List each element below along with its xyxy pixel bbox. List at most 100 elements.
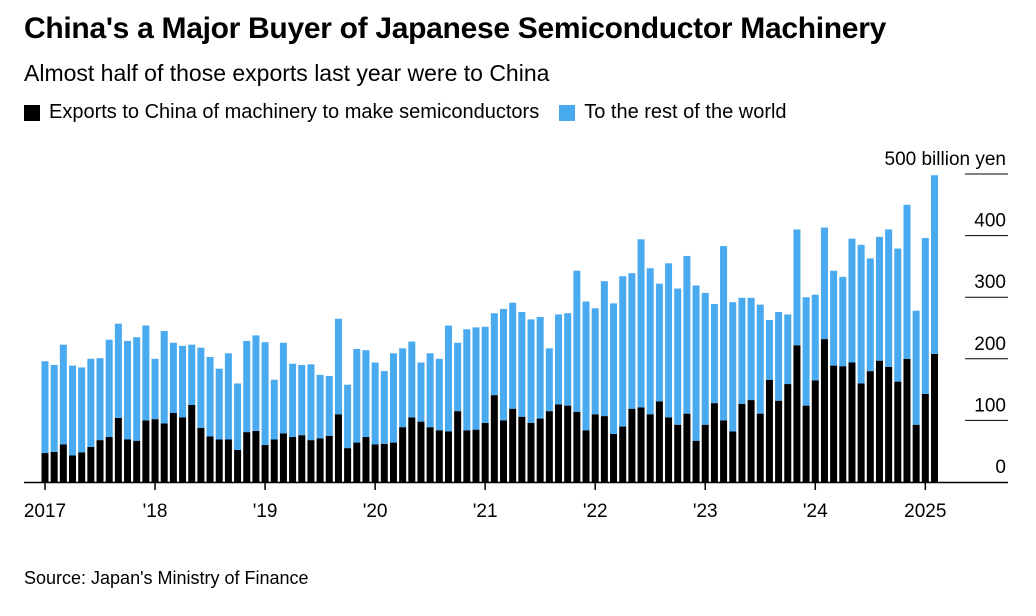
- bar-china: [252, 430, 260, 482]
- bar-rest-of-world: [380, 371, 388, 444]
- bar-china: [105, 437, 113, 482]
- bar-china: [875, 360, 883, 482]
- bar-rest-of-world: [930, 175, 938, 354]
- bar-china: [78, 452, 86, 482]
- bar-rest-of-world: [454, 342, 462, 412]
- bar-china: [133, 440, 141, 482]
- bar-rest-of-world: [747, 297, 755, 401]
- y-tick-label: 200: [974, 334, 1006, 355]
- bar-china: [124, 439, 132, 482]
- bar-rest-of-world: [307, 364, 315, 441]
- bar-china: [69, 455, 77, 482]
- bar-china: [747, 400, 755, 482]
- bar-china: [509, 408, 517, 482]
- x-tick-label: '18: [143, 501, 168, 522]
- bar-rest-of-world: [353, 348, 361, 443]
- bar-china: [545, 411, 553, 482]
- bar-china: [472, 429, 480, 482]
- source-note: Source: Japan's Ministry of Finance: [24, 568, 309, 588]
- bar-china: [830, 365, 838, 482]
- bar-china: [96, 440, 104, 482]
- x-tick-label: '23: [693, 501, 718, 522]
- bar-china: [839, 366, 847, 482]
- bar-china: [261, 445, 269, 482]
- bar-rest-of-world: [142, 325, 150, 421]
- bar-rest-of-world: [775, 311, 783, 401]
- bar-china: [848, 362, 856, 482]
- bar-china: [371, 444, 379, 482]
- bar-china: [930, 353, 938, 482]
- bar-rest-of-world: [59, 344, 67, 445]
- bar-china: [701, 424, 709, 482]
- bar-china: [912, 424, 920, 482]
- bar-china: [160, 423, 168, 482]
- bar-china: [600, 416, 608, 482]
- y-tick-label: 300: [974, 272, 1006, 293]
- bar-china: [243, 432, 251, 482]
- bar-china: [802, 405, 810, 482]
- bar-china: [866, 371, 874, 482]
- bar-rest-of-world: [692, 285, 700, 441]
- bar-rest-of-world: [665, 263, 673, 418]
- bar-china: [885, 366, 893, 482]
- x-tick-label: 2017: [24, 501, 66, 522]
- bar-rest-of-world: [133, 337, 141, 441]
- bar-rest-of-world: [224, 353, 232, 440]
- bar-china: [555, 404, 563, 482]
- bar-china: [463, 430, 471, 482]
- bar-rest-of-world: [875, 236, 883, 361]
- x-tick-label: '19: [253, 501, 278, 522]
- bar-rest-of-world: [105, 339, 113, 438]
- bar-rest-of-world: [490, 313, 498, 396]
- bar-rest-of-world: [765, 319, 773, 380]
- bar-china: [151, 419, 159, 482]
- x-tick-label: '22: [583, 501, 608, 522]
- bar-china: [197, 427, 205, 482]
- bar-china: [426, 427, 434, 482]
- y-tick-label: 100: [974, 395, 1006, 416]
- bar-china: [169, 413, 177, 482]
- bar-china: [417, 421, 425, 482]
- bar-china: [435, 430, 443, 482]
- bar-china: [179, 417, 187, 482]
- bar-rest-of-world: [811, 294, 819, 381]
- bar-rest-of-world: [435, 358, 443, 431]
- bar-rest-of-world: [802, 297, 810, 406]
- bar-china: [665, 417, 673, 482]
- bar-china: [500, 420, 507, 482]
- bar-rest-of-world: [289, 363, 297, 438]
- bar-china: [444, 431, 452, 482]
- bar-rest-of-world: [234, 383, 242, 450]
- bar-china: [628, 408, 636, 482]
- bar-rest-of-world: [857, 244, 865, 384]
- bar-china: [142, 420, 150, 482]
- bar-rest-of-world: [463, 329, 471, 431]
- bar-rest-of-world: [710, 303, 718, 404]
- bar-rest-of-world: [334, 318, 342, 415]
- bar-china: [793, 345, 801, 482]
- bar-china: [729, 431, 737, 482]
- bar-rest-of-world: [591, 308, 599, 415]
- bar-china: [646, 414, 654, 482]
- bar-china: [188, 405, 196, 482]
- bar-china: [894, 381, 902, 482]
- bar-china: [59, 444, 67, 482]
- bar-china: [655, 401, 663, 482]
- bar-china: [582, 430, 590, 482]
- bar-rest-of-world: [252, 335, 260, 431]
- bar-china: [610, 433, 618, 482]
- x-tick-label: '20: [363, 501, 388, 522]
- bar-china: [738, 403, 746, 482]
- bar-rest-of-world: [298, 364, 306, 436]
- bar-rest-of-world: [830, 270, 838, 366]
- bar-rest-of-world: [417, 362, 425, 422]
- bar-china: [710, 403, 718, 482]
- bar-rest-of-world: [527, 319, 535, 423]
- bar-rest-of-world: [179, 345, 187, 418]
- bar-rest-of-world: [912, 310, 920, 425]
- bar-china: [87, 446, 95, 482]
- bar-rest-of-world: [582, 301, 590, 431]
- bar-rest-of-world: [500, 308, 507, 421]
- bar-rest-of-world: [564, 313, 572, 406]
- bar-china: [298, 435, 306, 482]
